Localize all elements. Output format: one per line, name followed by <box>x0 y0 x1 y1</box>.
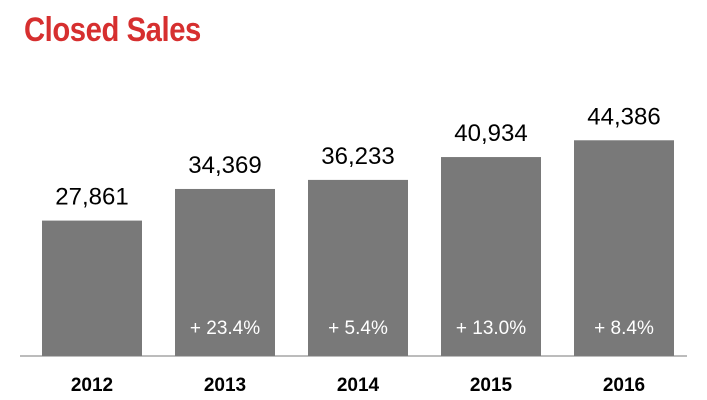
bar-2012 <box>42 220 142 356</box>
change-label-2016: + 8.4% <box>594 318 654 339</box>
x-tick-label-2014: 2014 <box>337 375 380 396</box>
x-tick-label-2012: 2012 <box>71 375 113 396</box>
bars-layer <box>42 140 674 356</box>
value-label-2012: 27,861 <box>55 184 128 211</box>
bar-2014 <box>308 179 408 356</box>
labels-layer: 27,861 2012 34,369 + 23.4% 2013 36,233 + 5.4% 2… <box>55 103 660 396</box>
change-label-2014: + 5.4% <box>328 318 388 339</box>
chart-title: Closed Sales <box>24 11 201 49</box>
change-label-2015: + 13.0% <box>456 318 526 339</box>
value-label-2013: 34,369 <box>188 152 261 179</box>
x-tick-label-2016: 2016 <box>603 375 645 396</box>
value-label-2014: 36,233 <box>321 143 394 170</box>
change-label-2013: + 23.4% <box>190 318 260 339</box>
bar-2016 <box>574 140 674 356</box>
value-label-2015: 40,934 <box>454 120 527 147</box>
x-tick-label-2013: 2013 <box>204 375 246 396</box>
value-label-2016: 44,386 <box>587 103 660 130</box>
bar-2013 <box>175 188 275 356</box>
bar-2015 <box>441 157 541 356</box>
x-tick-label-2015: 2015 <box>470 375 513 396</box>
